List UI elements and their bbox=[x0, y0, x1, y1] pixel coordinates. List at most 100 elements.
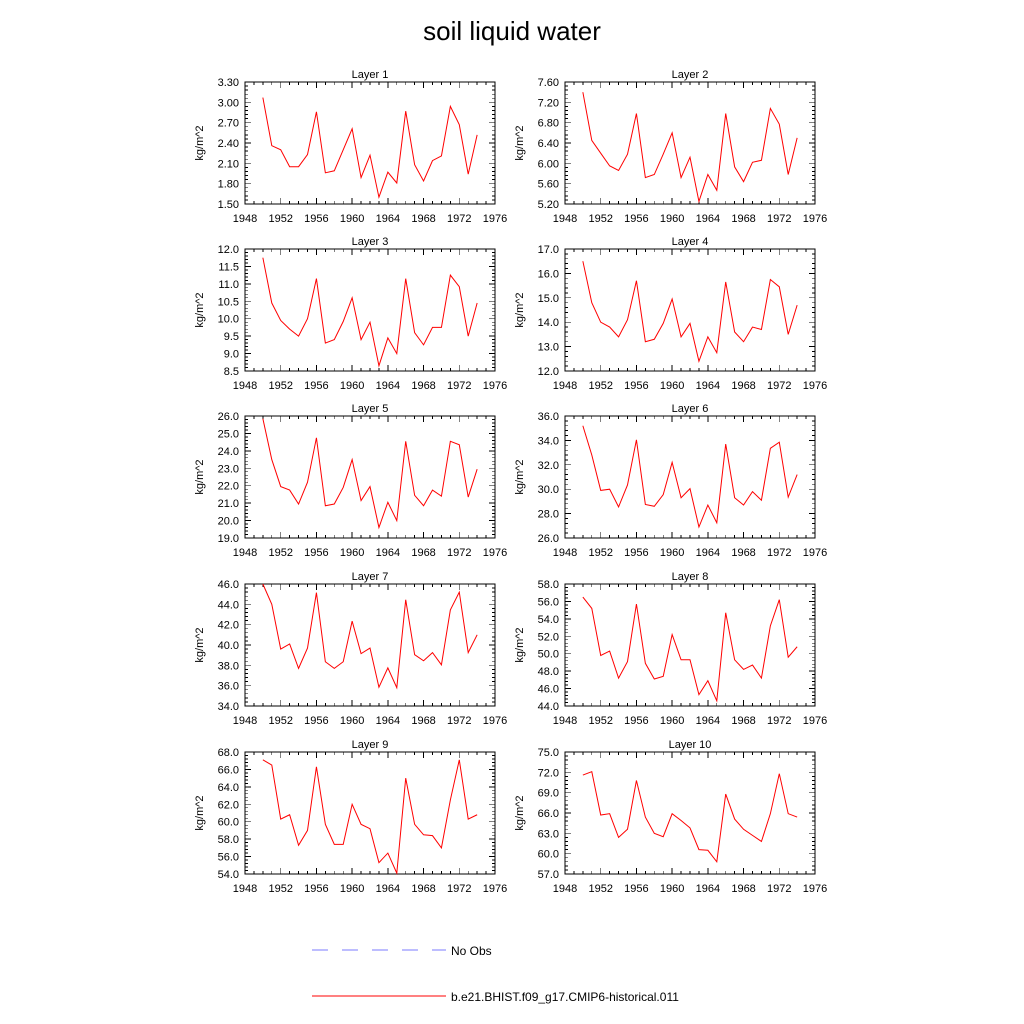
x-tick-label: 1960 bbox=[340, 715, 364, 727]
y-tick-label: 48.0 bbox=[538, 666, 559, 678]
x-tick-label: 1948 bbox=[553, 547, 577, 559]
x-tick-label: 1972 bbox=[447, 213, 471, 225]
x-tick-label: 1976 bbox=[803, 883, 827, 895]
y-tick-label: 7.20 bbox=[538, 97, 559, 109]
y-tick-label: 34.0 bbox=[538, 435, 559, 447]
series-line-layer-4 bbox=[582, 261, 798, 363]
x-tick-label: 1976 bbox=[483, 213, 507, 225]
x-tick-label: 1976 bbox=[483, 547, 507, 559]
x-tick-label: 1968 bbox=[731, 380, 755, 392]
x-tick-label: 1976 bbox=[803, 380, 827, 392]
x-tick-label: 1976 bbox=[803, 213, 827, 225]
y-tick-label: 36.0 bbox=[218, 681, 239, 693]
y-tick-label: 52.0 bbox=[538, 631, 559, 643]
y-tick-label: 63.0 bbox=[538, 828, 559, 840]
y-tick-label: 50.0 bbox=[538, 649, 559, 661]
y-axis-label: kg/m^2 bbox=[194, 292, 206, 327]
y-axis-label: kg/m^2 bbox=[194, 125, 206, 160]
y-tick-label: 10.0 bbox=[218, 314, 239, 326]
series-line-layer-7 bbox=[262, 583, 478, 690]
x-tick-label: 1956 bbox=[624, 715, 648, 727]
x-tick-label: 1956 bbox=[304, 213, 328, 225]
x-tick-label: 1964 bbox=[696, 380, 720, 392]
x-tick-label: 1972 bbox=[447, 380, 471, 392]
y-tick-label: 19.0 bbox=[218, 533, 239, 545]
x-tick-label: 1960 bbox=[340, 547, 364, 559]
y-tick-label: 11.0 bbox=[218, 279, 239, 291]
y-tick-label: 30.0 bbox=[538, 484, 559, 496]
x-tick-label: 1976 bbox=[483, 883, 507, 895]
y-tick-label: 23.0 bbox=[218, 463, 239, 475]
x-tick-label: 1964 bbox=[696, 883, 720, 895]
panel-title: Layer 6 bbox=[672, 403, 709, 415]
y-tick-label: 17.0 bbox=[538, 244, 559, 256]
y-tick-label: 11.5 bbox=[218, 261, 239, 273]
x-tick-label: 1952 bbox=[268, 213, 292, 225]
x-tick-label: 1960 bbox=[340, 883, 364, 895]
y-tick-label: 58.0 bbox=[538, 579, 559, 591]
x-tick-label: 1948 bbox=[233, 715, 257, 727]
y-tick-label: 60.0 bbox=[218, 817, 239, 829]
x-tick-label: 1972 bbox=[767, 213, 791, 225]
x-tick-label: 1976 bbox=[803, 715, 827, 727]
x-tick-label: 1964 bbox=[696, 547, 720, 559]
y-tick-label: 36.0 bbox=[538, 411, 559, 423]
series-line-layer-1 bbox=[262, 97, 478, 200]
y-tick-label: 44.0 bbox=[218, 599, 239, 611]
plot-frame bbox=[244, 248, 496, 372]
x-tick-label: 1948 bbox=[233, 213, 257, 225]
y-tick-label: 54.0 bbox=[538, 614, 559, 626]
panel-layer-7: Layer 7 34.0 36.0 38.0 40.0 42.0 44.0 46.0 1948 1… bbox=[194, 571, 507, 727]
x-tick-label: 1964 bbox=[696, 213, 720, 225]
y-tick-label: 25.0 bbox=[218, 428, 239, 440]
y-axis-label: kg/m^2 bbox=[194, 459, 206, 494]
legend-label-no-obs: No Obs bbox=[451, 944, 492, 958]
x-tick-label: 1956 bbox=[624, 213, 648, 225]
legend-label-historical: b.e21.BHIST.f09_g17.CMIP6-historical.011 bbox=[451, 990, 679, 1004]
x-tick-label: 1948 bbox=[553, 715, 577, 727]
y-tick-label: 16.0 bbox=[538, 268, 559, 280]
series-line-layer-5 bbox=[262, 418, 478, 530]
y-tick-label: 1.50 bbox=[218, 199, 239, 211]
x-tick-label: 1972 bbox=[447, 883, 471, 895]
x-tick-label: 1964 bbox=[376, 547, 400, 559]
y-tick-label: 9.5 bbox=[224, 331, 239, 343]
x-tick-label: 1968 bbox=[411, 547, 435, 559]
y-tick-label: 42.0 bbox=[218, 620, 239, 632]
series-line-layer-8 bbox=[582, 596, 798, 703]
x-tick-label: 1948 bbox=[233, 380, 257, 392]
y-tick-label: 6.40 bbox=[538, 138, 559, 150]
x-tick-label: 1952 bbox=[268, 883, 292, 895]
y-tick-label: 2.40 bbox=[218, 138, 239, 150]
x-tick-label: 1952 bbox=[268, 380, 292, 392]
y-tick-label: 64.0 bbox=[218, 782, 239, 794]
x-tick-label: 1968 bbox=[731, 715, 755, 727]
panel-title: Layer 1 bbox=[352, 69, 389, 81]
x-tick-label: 1952 bbox=[588, 213, 612, 225]
legend: No Obs b.e21.BHIST.f09_g17.CMIP6-histori… bbox=[312, 944, 679, 1004]
x-tick-label: 1968 bbox=[411, 715, 435, 727]
y-tick-label: 54.0 bbox=[218, 869, 239, 881]
x-tick-label: 1968 bbox=[731, 547, 755, 559]
panel-title: Layer 9 bbox=[352, 739, 389, 751]
y-tick-label: 46.0 bbox=[538, 684, 559, 696]
x-tick-label: 1964 bbox=[376, 380, 400, 392]
x-tick-label: 1960 bbox=[660, 883, 684, 895]
x-tick-label: 1948 bbox=[553, 380, 577, 392]
y-tick-label: 60.0 bbox=[538, 849, 559, 861]
series-line-layer-6 bbox=[582, 425, 798, 529]
x-tick-label: 1952 bbox=[268, 547, 292, 559]
plot-frame bbox=[564, 583, 816, 707]
y-tick-label: 12.0 bbox=[218, 244, 239, 256]
series-line-layer-2 bbox=[582, 92, 798, 204]
x-tick-label: 1960 bbox=[340, 213, 364, 225]
x-tick-label: 1972 bbox=[767, 715, 791, 727]
panel-title: Layer 3 bbox=[352, 236, 389, 248]
y-tick-label: 40.0 bbox=[218, 640, 239, 652]
x-tick-label: 1976 bbox=[483, 380, 507, 392]
panel-title: Layer 5 bbox=[352, 403, 389, 415]
y-tick-label: 20.0 bbox=[218, 516, 239, 528]
panel-layer-6: Layer 6 26.0 28.0 30.0 32.0 34.0 36.0 1948 1952 1… bbox=[514, 403, 827, 559]
plot-frame bbox=[564, 751, 816, 875]
